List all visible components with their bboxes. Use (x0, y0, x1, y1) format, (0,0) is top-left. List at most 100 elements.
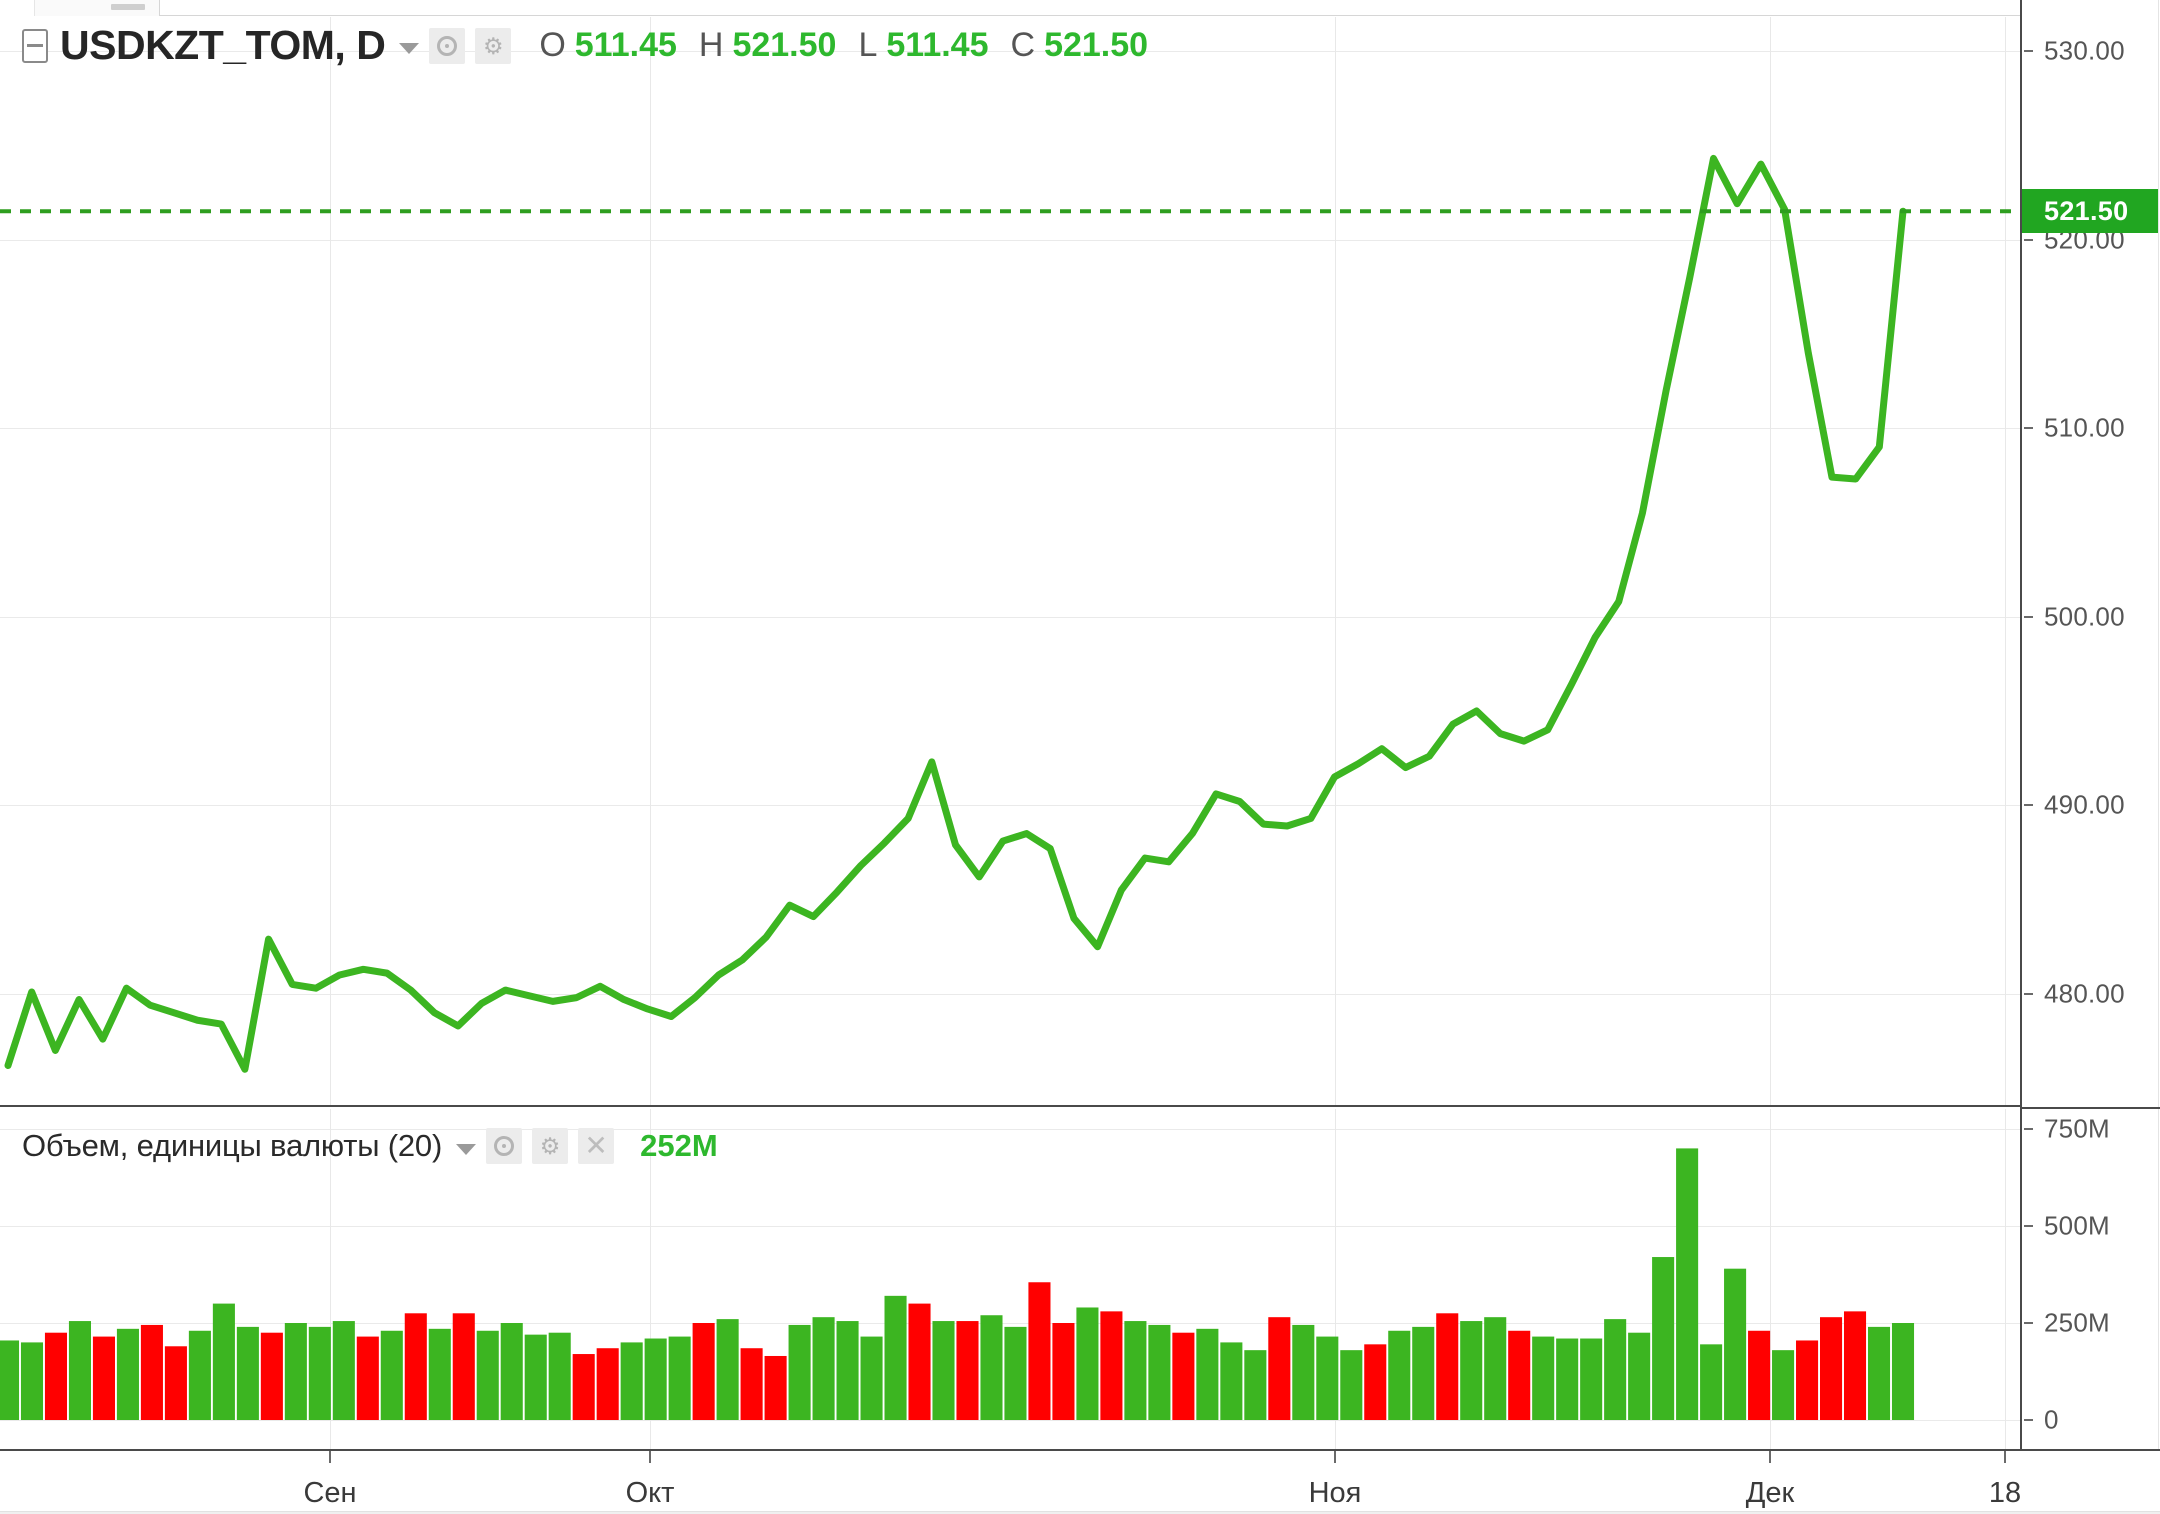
volume-bar (1652, 1257, 1675, 1420)
price-line (4, 154, 1907, 1073)
volume-bar (692, 1323, 715, 1420)
time-axis-baseline (0, 1511, 2160, 1514)
volume-bar (668, 1336, 691, 1420)
gridline-horizontal (0, 616, 2020, 618)
gridline-horizontal (0, 805, 2020, 807)
gear-icon[interactable]: ⚙ (532, 1128, 569, 1164)
time-axis-tick (2004, 1451, 2006, 1463)
price-axis-tick-label: 500.00 (2044, 601, 2125, 632)
time-axis-tick (329, 1451, 331, 1463)
time-axis[interactable]: Сен Окт Ноя Дек 18 (0, 1449, 2160, 1514)
volume-bar (140, 1324, 163, 1420)
time-axis-tick (1769, 1451, 1771, 1463)
volume-bar (164, 1346, 187, 1420)
price-pane[interactable] (0, 17, 2020, 1107)
volume-bar (236, 1326, 259, 1420)
volume-bar (476, 1330, 499, 1420)
ohlc-value: 511.45 (886, 26, 989, 64)
volume-bar (1891, 1323, 1915, 1420)
volume-bar (1004, 1326, 1027, 1420)
drag-handle-icon[interactable] (111, 4, 145, 10)
price-axis-tick-mark (2024, 427, 2033, 430)
volume-bar (68, 1321, 91, 1420)
ohlc-label: O (539, 26, 566, 64)
price-axis-tick-mark (2024, 804, 2033, 807)
time-axis-label: 18 (1988, 1477, 2022, 1509)
collapse-minus-icon[interactable] (22, 28, 48, 63)
volume-bar (1820, 1317, 1843, 1420)
volume-bar (1076, 1307, 1099, 1420)
volume-bar (1724, 1268, 1747, 1420)
volume-bar (1508, 1330, 1531, 1420)
volume-bar (1580, 1338, 1603, 1420)
gridline-vertical (650, 17, 651, 1105)
volume-bar (836, 1321, 859, 1420)
price-line-series (0, 154, 2020, 1073)
volume-current-value: 252M (640, 1128, 718, 1163)
volume-bar (332, 1321, 355, 1420)
price-axis-tick-mark (2024, 992, 2033, 995)
volume-axis-tick-mark (2024, 1128, 2033, 1130)
chevron-down-icon[interactable] (456, 1143, 477, 1155)
price-axis-tick-label: 510.00 (2044, 412, 2125, 443)
volume-bar-series (0, 1148, 1915, 1420)
volume-legend: Объем, единицы валюты (20) ⚙ ✕ 252M (22, 1128, 718, 1164)
ohlc-values: O 511.45 H 521.50 L 511.45 C 521.50 (539, 26, 1170, 65)
volume-bar (1124, 1321, 1147, 1420)
volume-axis-tick-label: 500M (2044, 1210, 2110, 1241)
volume-bar (1340, 1350, 1363, 1420)
volume-bar (500, 1323, 523, 1420)
gridline-vertical (2005, 1109, 2006, 1449)
volume-bar (788, 1324, 811, 1420)
pane-divider (2022, 1107, 2160, 1109)
volume-bar (1604, 1319, 1627, 1420)
gridline-vertical (650, 1109, 651, 1449)
volume-axis-tick-mark (2024, 1225, 2033, 1227)
chevron-down-icon[interactable] (399, 43, 420, 54)
volume-bar (572, 1354, 595, 1420)
volume-bar (1700, 1344, 1723, 1420)
eye-icon[interactable] (486, 1128, 523, 1164)
volume-bar (1028, 1282, 1051, 1420)
price-axis-tick-label: 490.00 (2044, 789, 2125, 820)
volume-bar (548, 1332, 571, 1420)
volume-bar (1843, 1311, 1867, 1420)
volume-bar (1292, 1324, 1315, 1420)
volume-pane[interactable]: KASE powered by TradingView (0, 1109, 2020, 1449)
eye-icon[interactable] (429, 27, 466, 64)
gridline-vertical (330, 17, 331, 1105)
volume-bar (0, 1340, 20, 1420)
price-axis[interactable]: 530.00 520.00 510.00 500.00 490.00 480.00 750… (2020, 0, 2160, 1514)
axis-right-edge (2158, 0, 2159, 1514)
gridline-horizontal (0, 239, 2020, 241)
volume-bar (860, 1336, 883, 1420)
price-axis-tick-mark (2024, 49, 2033, 52)
volume-bar (1052, 1323, 1075, 1420)
gridline-horizontal (0, 993, 2020, 995)
window-top-strip (0, 0, 2160, 16)
gridline-vertical (330, 1109, 331, 1449)
volume-bar (812, 1317, 835, 1420)
volume-bar (284, 1323, 307, 1420)
volume-bar (1196, 1328, 1219, 1420)
volume-bar (1628, 1332, 1651, 1420)
symbol-title[interactable]: USDKZT_TOM, D (60, 22, 386, 68)
volume-bar (428, 1328, 451, 1420)
volume-bar (92, 1336, 115, 1420)
time-axis-tick (649, 1451, 651, 1463)
volume-bar (524, 1334, 547, 1420)
time-axis-label: Дек (1745, 1477, 1795, 1509)
volume-bar (1867, 1326, 1891, 1420)
gridline-horizontal (0, 1129, 2020, 1130)
gear-icon[interactable]: ⚙ (475, 27, 512, 64)
volume-bar (308, 1326, 331, 1420)
volume-bar (188, 1330, 211, 1420)
price-axis-tick-label: 480.00 (2044, 978, 2125, 1009)
top-strip-tab[interactable] (35, 0, 160, 16)
gridline-vertical (1335, 1109, 1336, 1449)
volume-indicator-title[interactable]: Объем, единицы валюты (20) (22, 1128, 443, 1163)
gridline-vertical (2005, 17, 2006, 1105)
volume-bar (116, 1328, 139, 1420)
volume-bar (1676, 1148, 1699, 1420)
close-icon[interactable]: ✕ (578, 1128, 615, 1164)
